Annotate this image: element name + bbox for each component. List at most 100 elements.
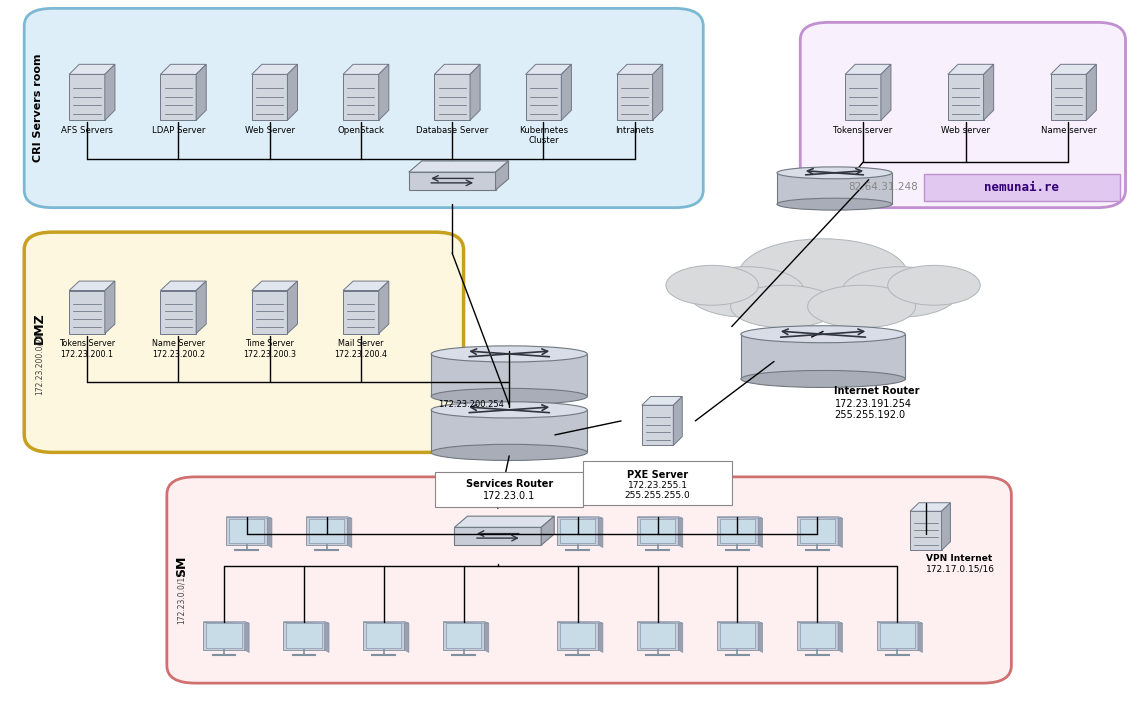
Ellipse shape xyxy=(731,285,839,328)
Polygon shape xyxy=(948,74,984,120)
Polygon shape xyxy=(720,519,755,543)
Polygon shape xyxy=(105,281,114,333)
Polygon shape xyxy=(305,517,348,545)
FancyBboxPatch shape xyxy=(435,472,583,507)
Polygon shape xyxy=(598,621,603,652)
Polygon shape xyxy=(286,623,321,648)
FancyBboxPatch shape xyxy=(924,174,1120,201)
Polygon shape xyxy=(717,621,758,650)
Polygon shape xyxy=(379,281,389,333)
Polygon shape xyxy=(204,621,245,650)
Polygon shape xyxy=(839,621,843,652)
Polygon shape xyxy=(283,621,325,650)
Polygon shape xyxy=(942,503,951,550)
Polygon shape xyxy=(1050,74,1087,120)
Text: Services Router: Services Router xyxy=(466,479,553,489)
Polygon shape xyxy=(435,65,480,74)
Polygon shape xyxy=(561,623,595,648)
Polygon shape xyxy=(881,65,891,120)
Text: Mail Server
172.23.200.4: Mail Server 172.23.200.4 xyxy=(334,339,388,359)
Polygon shape xyxy=(252,74,287,120)
Polygon shape xyxy=(796,517,839,545)
Ellipse shape xyxy=(738,239,908,312)
Polygon shape xyxy=(617,65,662,74)
Polygon shape xyxy=(343,291,379,333)
Polygon shape xyxy=(909,503,951,511)
Polygon shape xyxy=(69,281,114,291)
Polygon shape xyxy=(839,517,843,548)
Polygon shape xyxy=(431,410,587,452)
Polygon shape xyxy=(268,517,272,548)
Polygon shape xyxy=(495,161,509,190)
Polygon shape xyxy=(880,623,915,648)
Polygon shape xyxy=(443,621,488,623)
Polygon shape xyxy=(562,65,571,120)
Polygon shape xyxy=(717,621,763,623)
Polygon shape xyxy=(325,621,329,652)
Text: DMZ: DMZ xyxy=(32,312,46,344)
Text: 172.23.0.0/17: 172.23.0.0/17 xyxy=(177,571,186,624)
Text: Web server: Web server xyxy=(942,126,991,135)
Polygon shape xyxy=(105,65,114,120)
Polygon shape xyxy=(1087,65,1096,120)
Polygon shape xyxy=(637,517,678,545)
Ellipse shape xyxy=(431,402,587,418)
Polygon shape xyxy=(287,65,297,120)
Text: Intranets: Intranets xyxy=(615,126,654,135)
Text: VPN Internet: VPN Internet xyxy=(925,554,992,563)
Ellipse shape xyxy=(431,346,587,362)
Polygon shape xyxy=(160,74,196,120)
Polygon shape xyxy=(484,621,488,652)
Polygon shape xyxy=(876,621,917,650)
Polygon shape xyxy=(678,621,683,652)
Text: SM: SM xyxy=(175,555,189,577)
Ellipse shape xyxy=(431,388,587,404)
Ellipse shape xyxy=(888,265,980,305)
Text: AFS Servers: AFS Servers xyxy=(61,126,113,135)
Polygon shape xyxy=(454,516,554,527)
Polygon shape xyxy=(720,623,755,648)
Polygon shape xyxy=(431,354,587,397)
Polygon shape xyxy=(379,65,389,120)
Text: nemunai.re: nemunai.re xyxy=(984,181,1059,194)
Text: 172.23.191.254: 172.23.191.254 xyxy=(834,399,912,409)
Polygon shape xyxy=(283,621,329,623)
Polygon shape xyxy=(227,517,268,545)
Polygon shape xyxy=(343,65,389,74)
Polygon shape xyxy=(557,621,598,650)
Polygon shape xyxy=(443,621,484,650)
Polygon shape xyxy=(366,623,402,648)
Polygon shape xyxy=(598,517,603,548)
Polygon shape xyxy=(796,621,843,623)
Ellipse shape xyxy=(431,444,587,461)
Polygon shape xyxy=(305,517,352,518)
Polygon shape xyxy=(777,173,892,204)
FancyBboxPatch shape xyxy=(24,8,704,208)
Polygon shape xyxy=(557,621,603,623)
Polygon shape xyxy=(343,281,389,291)
Polygon shape xyxy=(800,519,835,543)
Polygon shape xyxy=(541,516,554,545)
Text: Tokens Server
172.23.200.1: Tokens Server 172.23.200.1 xyxy=(59,339,116,359)
Polygon shape xyxy=(252,291,287,333)
Text: Web Server: Web Server xyxy=(245,126,294,135)
Polygon shape xyxy=(227,517,272,518)
Polygon shape xyxy=(948,65,994,74)
Polygon shape xyxy=(876,621,922,623)
Polygon shape xyxy=(206,623,241,648)
Polygon shape xyxy=(204,621,249,623)
Polygon shape xyxy=(652,65,662,120)
Polygon shape xyxy=(845,65,891,74)
Text: Tokens server: Tokens server xyxy=(833,126,892,135)
Polygon shape xyxy=(525,65,571,74)
Polygon shape xyxy=(470,65,480,120)
Text: 172.17.0.15/16: 172.17.0.15/16 xyxy=(925,564,995,574)
Polygon shape xyxy=(348,517,352,548)
Polygon shape xyxy=(245,621,249,652)
Polygon shape xyxy=(69,65,114,74)
Ellipse shape xyxy=(741,371,905,388)
Polygon shape xyxy=(796,621,839,650)
Polygon shape xyxy=(435,74,470,120)
Text: 255.255.255.0: 255.255.255.0 xyxy=(625,491,691,501)
Text: OpenStack: OpenStack xyxy=(337,126,384,135)
